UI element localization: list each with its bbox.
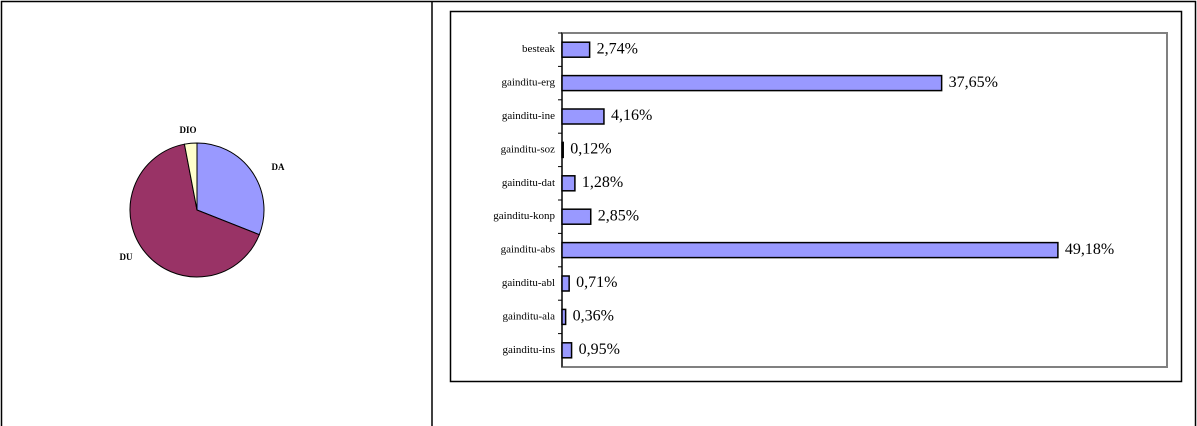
slice-label: DA <box>272 162 285 172</box>
bar <box>561 241 1059 259</box>
slice-label: DIO <box>179 125 196 135</box>
category-label: gainditu-soz <box>501 143 555 155</box>
value-label: 0,95% <box>579 341 620 358</box>
category-label: besteak <box>522 43 555 55</box>
category-label: gainditu-erg <box>501 77 555 89</box>
value-label: 2,85% <box>598 207 639 224</box>
value-label: 2,74% <box>597 40 638 57</box>
bar <box>561 208 592 225</box>
category-label: gainditu-konp <box>493 210 555 222</box>
value-label: 1,28% <box>582 174 623 191</box>
bar <box>561 108 605 125</box>
bar <box>561 342 573 359</box>
bar <box>561 74 943 92</box>
pie-slice <box>183 142 198 211</box>
bar <box>561 175 576 192</box>
category-label: gainditu-ine <box>502 110 555 122</box>
category-label: gainditu-abl <box>502 277 555 289</box>
value-label: 49,18% <box>1065 241 1114 258</box>
bar <box>561 141 564 159</box>
category-label: gainditu-abs <box>501 244 555 256</box>
category-label: gainditu-ala <box>502 310 555 322</box>
value-label: 0,36% <box>573 308 614 325</box>
bar <box>561 41 591 58</box>
value-label: 0,12% <box>570 141 611 158</box>
pie-slice <box>129 143 260 278</box>
category-label: gainditu-ins <box>502 344 555 356</box>
value-label: 0,71% <box>576 274 617 291</box>
chart-border <box>449 10 1183 383</box>
value-label: 37,65% <box>949 74 998 91</box>
bar <box>561 308 567 326</box>
value-label: 4,16% <box>611 107 652 124</box>
category-label: gainditu-dat <box>502 177 555 189</box>
bar <box>561 275 570 292</box>
slice-label: DU <box>120 252 133 262</box>
pie-slice <box>196 142 265 236</box>
